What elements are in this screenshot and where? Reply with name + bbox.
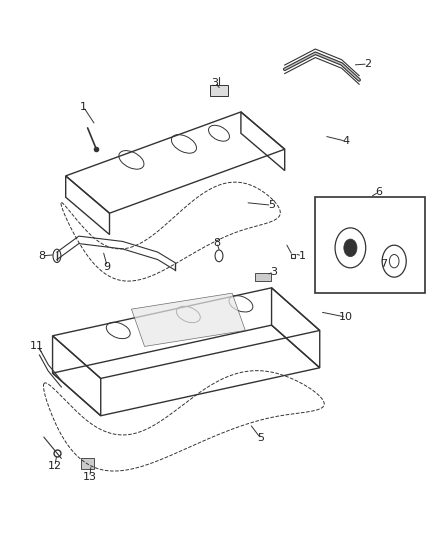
Text: 13: 13: [83, 472, 97, 482]
Text: 2: 2: [364, 59, 371, 69]
Text: 8: 8: [38, 251, 45, 261]
Text: 4: 4: [343, 136, 350, 146]
Text: 8: 8: [213, 238, 220, 247]
Text: 3: 3: [211, 78, 218, 87]
Text: 6: 6: [375, 187, 382, 197]
Text: 9: 9: [104, 262, 111, 271]
Text: 1: 1: [299, 251, 306, 261]
Text: 5: 5: [257, 433, 264, 443]
Bar: [210, 85, 228, 96]
Text: 10: 10: [339, 312, 353, 322]
Text: 11: 11: [30, 342, 44, 351]
Text: 7: 7: [380, 259, 387, 269]
Bar: [255, 273, 271, 281]
Ellipse shape: [344, 239, 357, 257]
Polygon shape: [131, 293, 245, 346]
Text: 1: 1: [80, 102, 87, 111]
Text: 3: 3: [270, 267, 277, 277]
Bar: [315, 197, 425, 293]
Bar: [81, 458, 94, 469]
Text: 12: 12: [48, 462, 62, 471]
Text: 5: 5: [268, 200, 275, 210]
